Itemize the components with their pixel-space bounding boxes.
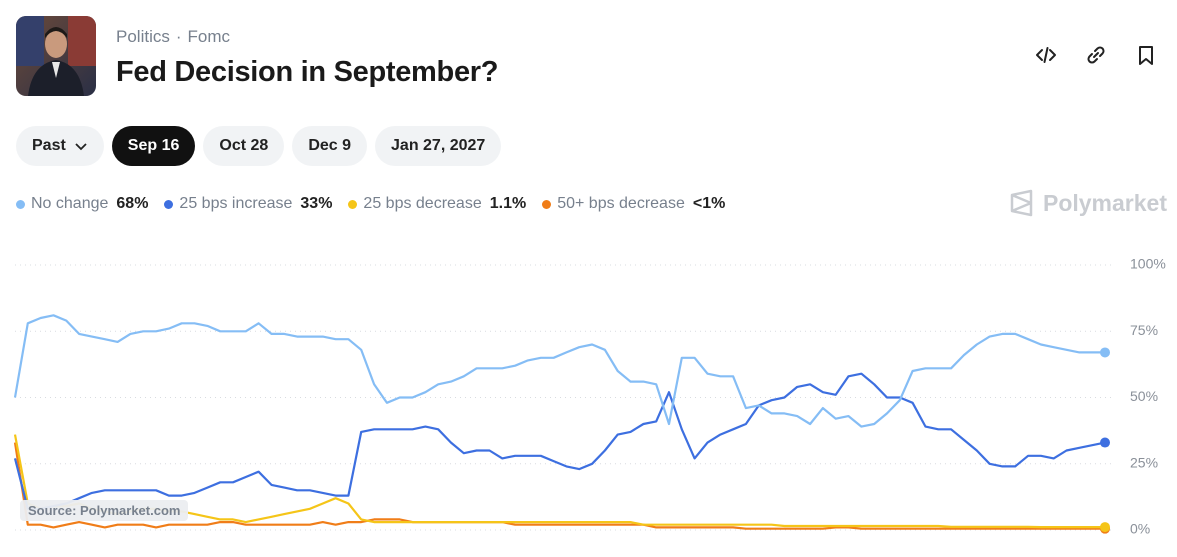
bookmark-button[interactable] — [1135, 44, 1157, 66]
legend-dot — [542, 199, 552, 209]
actions — [1035, 44, 1157, 66]
date-tab[interactable]: Dec 9 — [292, 126, 368, 166]
market-image — [16, 16, 96, 96]
link-button[interactable] — [1085, 44, 1107, 66]
legend-value: <1% — [692, 195, 726, 212]
market-title: Fed Decision in September? — [116, 56, 499, 88]
end-dot — [1100, 437, 1110, 448]
y-tick-label: 100% — [1130, 256, 1166, 272]
legend-item: No change 68% — [16, 195, 148, 213]
chart: 0% 25% 50% 75% 100% — [13, 256, 1166, 537]
date-tab[interactable]: Oct 28 — [203, 126, 285, 166]
category[interactable]: Politics — [116, 27, 170, 46]
date-tab[interactable]: Sep 16 — [111, 126, 196, 166]
end-dot — [1100, 347, 1110, 358]
portrait — [16, 16, 96, 96]
brand: Polymarket — [1009, 189, 1167, 217]
legend-dot — [16, 199, 25, 209]
legend-dot — [164, 199, 174, 209]
legend-name: No change — [31, 195, 109, 212]
tab-label: Jan 27, 2027 — [391, 137, 486, 154]
chevron-path — [75, 143, 87, 151]
legend-name: 25 bps increase — [179, 195, 293, 212]
series-line — [13, 372, 1106, 510]
legend-value: 1.1% — [489, 195, 527, 212]
subcategory[interactable]: Fomc — [187, 27, 231, 46]
tab-label: Past — [32, 137, 66, 154]
series-line — [13, 434, 1105, 529]
y-tick-label: 50% — [1130, 388, 1158, 404]
tab-label: Oct 28 — [219, 137, 269, 154]
date-tab[interactable]: Past — [16, 126, 104, 166]
legend: No change 68% 25 bps increase 33% 25 bps dec… — [16, 195, 725, 213]
legend-value: 68% — [116, 195, 149, 212]
date-tab[interactable]: Jan 27, 2027 — [375, 126, 502, 166]
legend-item: 25 bps decrease 1.1% — [348, 195, 526, 213]
chevron — [75, 143, 87, 151]
date-tabs: Past Sep 16 Oct 28 Dec 9 Jan 27, 2027 — [16, 126, 502, 166]
embed-button[interactable] — [1035, 44, 1057, 66]
series-line — [13, 314, 1105, 428]
y-tick-label: 0% — [1130, 521, 1150, 537]
source: Source: Polymarket.com — [20, 500, 189, 521]
series-line — [13, 442, 1105, 530]
tab-label: Dec 9 — [308, 137, 352, 154]
legend-item: 50+ bps decrease <1% — [542, 195, 725, 213]
legend-item: 25 bps increase 33% — [164, 195, 332, 213]
breadcrumb: Politics · Fomc — [116, 27, 236, 47]
y-tick-label: 25% — [1130, 454, 1158, 470]
end-dot — [1100, 522, 1110, 533]
brand-logo — [1010, 189, 1033, 217]
separator: · — [175, 27, 182, 46]
legend-name: 50+ bps decrease — [557, 195, 685, 212]
y-tick-label: 75% — [1130, 322, 1158, 338]
brand-name: Polymarket — [1042, 189, 1167, 216]
tab-label: Sep 16 — [127, 137, 180, 154]
legend-value: 33% — [300, 195, 333, 212]
legend-name: 25 bps decrease — [363, 195, 482, 212]
legend-dot — [348, 199, 358, 209]
